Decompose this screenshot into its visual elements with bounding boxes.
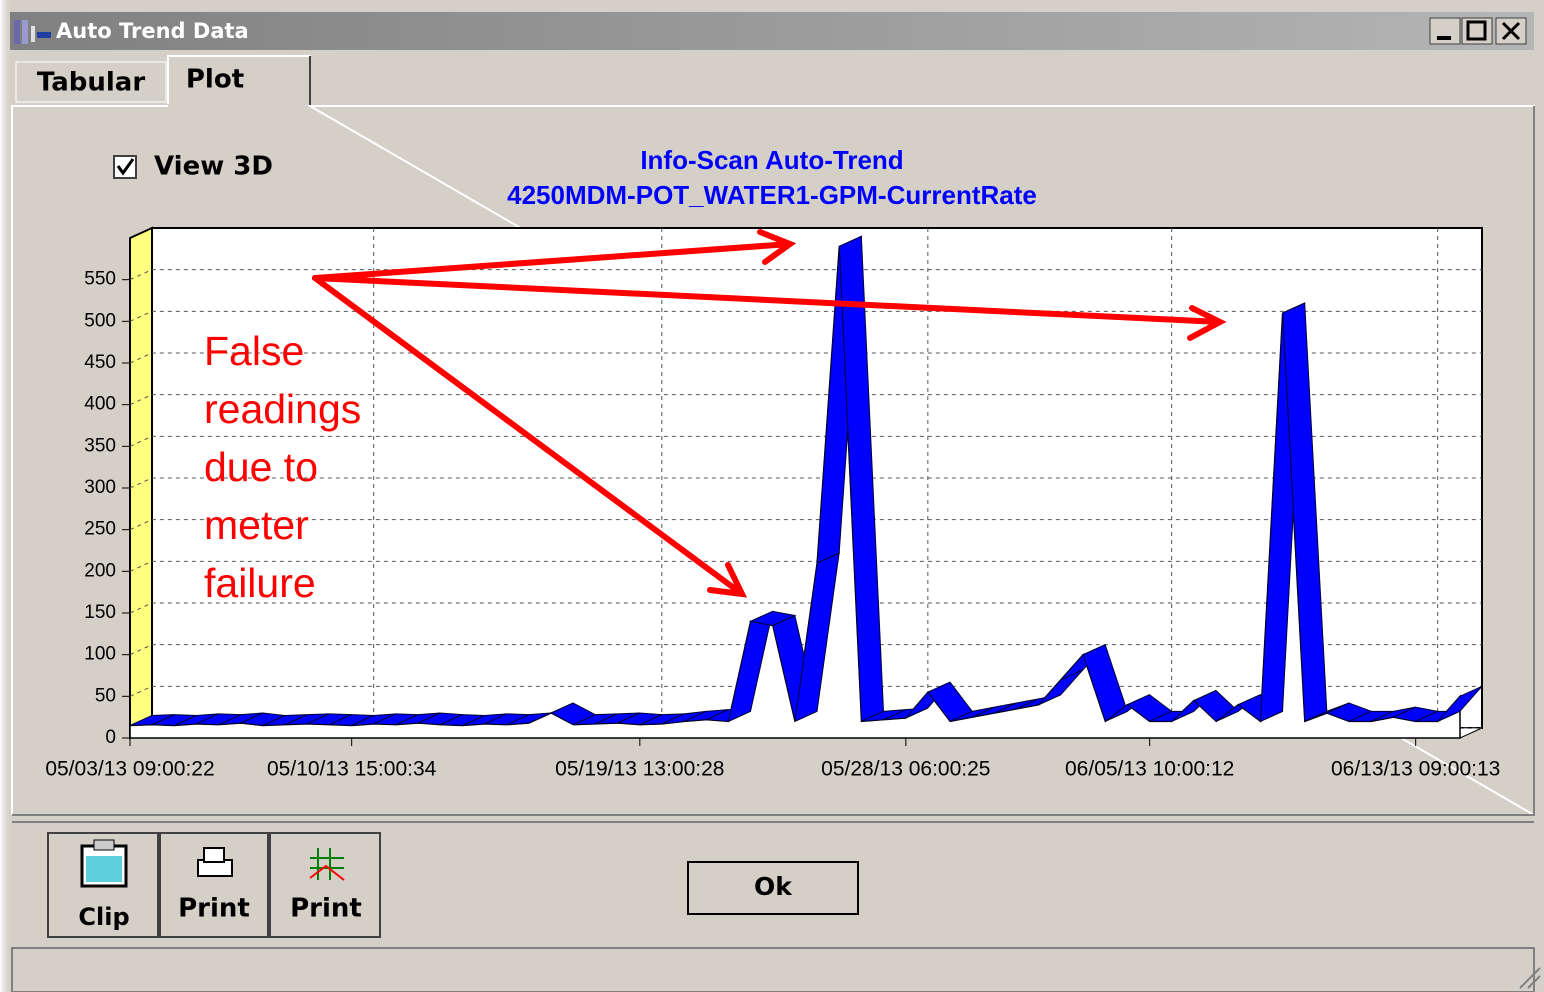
grid-line [129,269,1482,281]
x-tick-label: 06/05/13 10:00:12 [1065,758,1234,781]
grid-line [129,394,1482,406]
grid-line [129,560,1482,572]
grid-line [129,435,1482,447]
ok-button[interactable] [687,861,859,915]
window-title: Auto Trend Data [56,19,249,43]
title-bar [10,12,1534,50]
grid-line [129,352,1482,364]
y-tick-label: 0 [105,727,116,748]
x-tick-label: 05/10/13 15:00:34 [267,758,437,781]
resize-grip [1519,967,1541,989]
clip-button[interactable] [47,832,159,938]
grid-line [129,310,1482,322]
x-tick-label: 05/28/13 06:00:25 [821,758,990,781]
button-label: Clip [78,903,129,931]
print-button[interactable] [159,832,269,938]
y-tick-label: 300 [84,477,116,498]
chart-title: Info-Scan Auto-Trend [640,145,903,175]
window-controls[interactable] [1429,17,1527,45]
tab-label: Tabular [37,68,146,98]
y-tick-label: 150 [84,602,116,623]
y-tick-label: 250 [84,519,116,540]
checkbox-label: View 3D [154,152,273,182]
plot: 0 50 100 150 200 250 300 350 400 450 500 550 05/03/1… [45,226,1500,781]
y-tick-label: 350 [84,435,116,456]
edge [0,0,12,992]
y-tick-label: 550 [84,269,116,290]
ribbon [1437,685,1483,722]
ok-label: Ok [754,872,793,901]
panel-shadow [12,106,1535,816]
grid-line [129,602,1482,614]
tab[interactable] [15,61,167,103]
y-tick-label: 500 [84,310,116,331]
arrows [312,229,1227,598]
grid-line [129,519,1482,531]
y-tick-label: 450 [84,352,116,373]
y-tick-label: 400 [84,394,116,415]
grid-line [129,477,1482,489]
y-tick-label: 100 [84,644,116,665]
grid-line [129,644,1482,656]
y-tick-label: 50 [95,685,116,706]
x-tick-label: 05/03/13 09:00:22 [45,758,214,781]
grid-line [129,685,1482,697]
app-icon [14,20,51,44]
x-tick-label: 05/19/13 13:00:28 [555,758,724,781]
print-plot-button[interactable] [269,832,381,938]
x-tick-label: 06/13/13 09:00:13 [1331,758,1500,781]
left-wall [129,226,153,740]
button-label: Print [290,894,362,924]
button-label: Print [178,894,250,924]
tab-label: Plot [186,65,244,95]
annotation: False readings due to meter failure [204,328,362,606]
check-mark [116,158,135,176]
status-bar [11,947,1535,992]
annotation-box: False readings due to meter failure [204,328,362,606]
chart-subtitle: 4250MDM-POT_WATER1-GPM-CurrentRate [507,180,1037,210]
y-tick-label: 200 [84,560,116,581]
